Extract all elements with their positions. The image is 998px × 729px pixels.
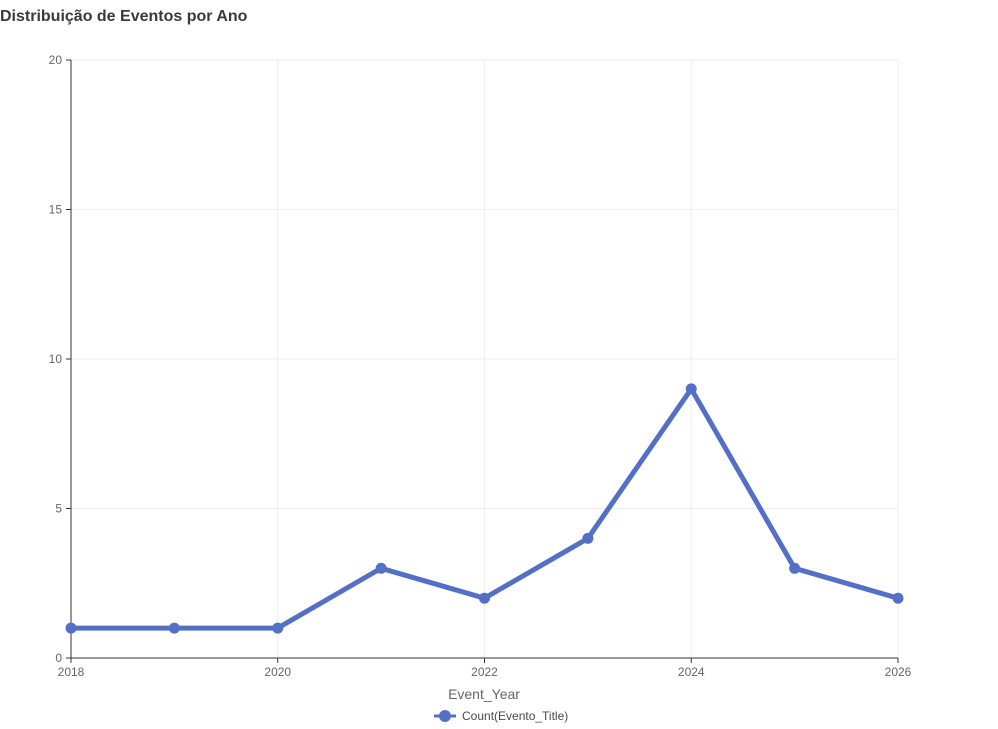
data-point[interactable]	[789, 562, 801, 574]
legend-label: Count(Evento_Title)	[462, 709, 568, 723]
data-point[interactable]	[685, 383, 697, 395]
data-point[interactable]	[272, 622, 284, 634]
y-tick-label: 20	[49, 53, 63, 67]
series-layer	[65, 383, 904, 634]
data-point[interactable]	[892, 592, 904, 604]
x-axis-title: Event_Year	[448, 686, 520, 702]
data-point[interactable]	[168, 622, 180, 634]
legend-dot-marker	[439, 710, 451, 722]
y-tick-label: 15	[49, 203, 63, 217]
data-point[interactable]	[375, 562, 387, 574]
axes: 0 5 10 15 20 2018 2020 2022 2024 2026	[49, 53, 912, 679]
grid	[71, 59, 899, 658]
y-tick-label: 10	[49, 352, 63, 366]
x-tick-label: 2018	[58, 665, 85, 679]
x-tick-label: 2024	[678, 665, 705, 679]
y-tick-label: 5	[55, 502, 62, 516]
data-point[interactable]	[479, 592, 490, 604]
x-tick-label: 2020	[264, 665, 291, 679]
data-point[interactable]	[582, 532, 594, 544]
data-point[interactable]	[65, 622, 77, 634]
chart-title: Distribuição de Eventos por Ano	[0, 8, 248, 25]
x-tick-label: 2022	[471, 665, 498, 679]
legend[interactable]: Count(Evento_Title)	[434, 709, 568, 723]
x-tick-label: 2026	[885, 665, 912, 679]
y-tick-label: 0	[55, 651, 62, 665]
